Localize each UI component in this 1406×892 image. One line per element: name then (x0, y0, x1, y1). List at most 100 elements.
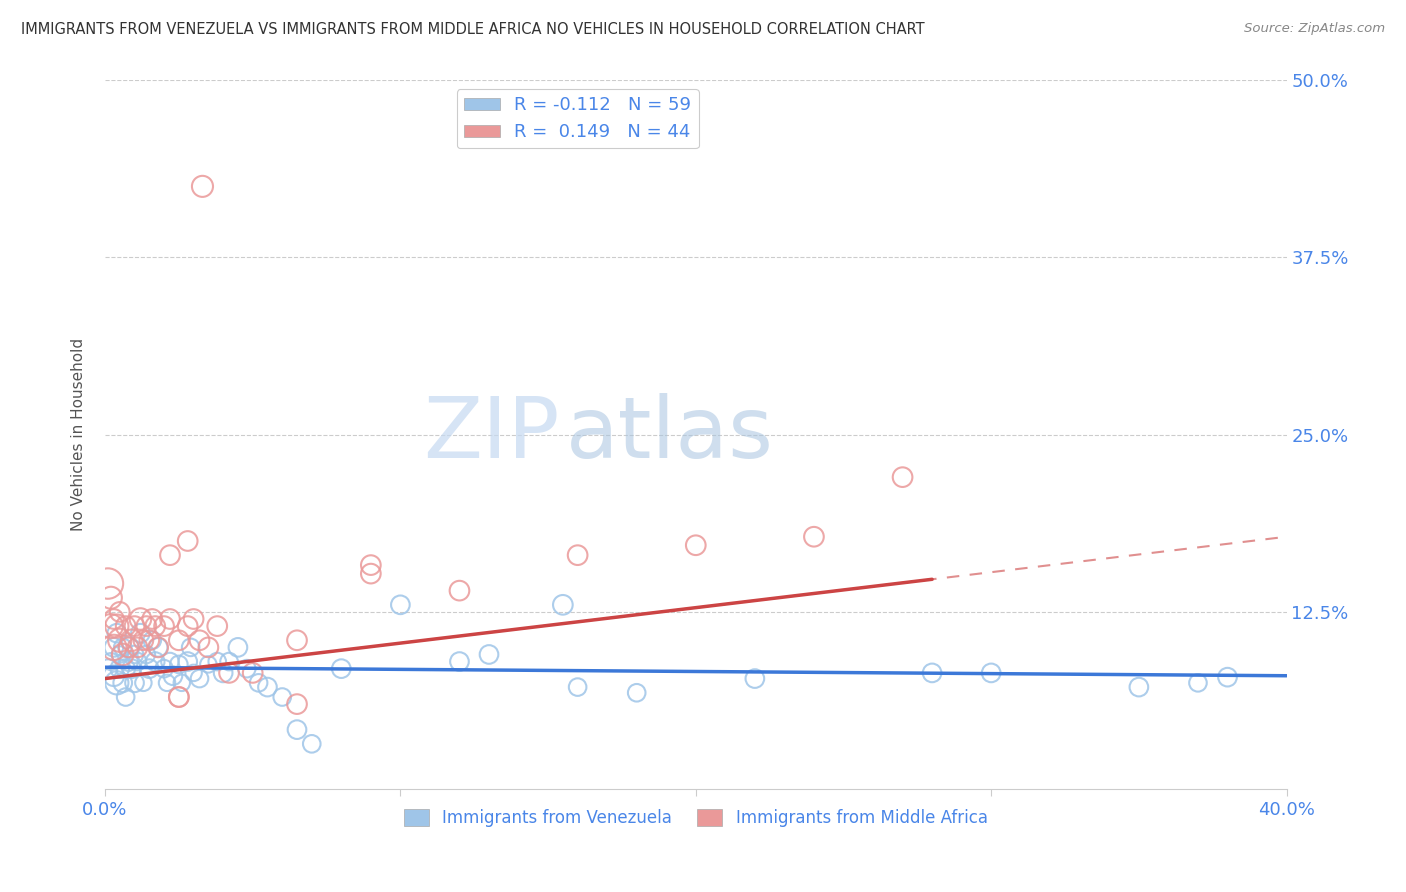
Point (744, 672, 766, 686)
Point (111, 676, 134, 690)
Point (111, 640, 134, 655)
Point (156, 676, 179, 690)
Point (103, 640, 125, 655)
Point (207, 619, 229, 633)
Point (141, 612, 163, 626)
Point (197, 657, 219, 672)
Point (478, 648, 501, 662)
Point (551, 598, 574, 612)
Point (360, 566, 382, 581)
Point (360, 558, 382, 573)
Point (301, 737, 323, 751)
Point (132, 633, 155, 648)
Point (207, 655, 229, 669)
Point (135, 648, 157, 662)
Point (124, 619, 146, 633)
Point (105, 619, 128, 633)
Point (105, 626, 128, 640)
Point (141, 633, 163, 648)
Point (626, 686, 648, 700)
Point (143, 655, 166, 669)
Point (1128, 680, 1150, 694)
Point (921, 665, 943, 680)
Point (247, 676, 270, 690)
Point (191, 179, 214, 194)
Point (108, 605, 131, 619)
Point (108, 633, 131, 648)
Point (167, 633, 190, 648)
Point (212, 665, 235, 680)
Point (183, 665, 205, 680)
Point (146, 640, 169, 655)
Point (170, 676, 193, 690)
Point (197, 640, 219, 655)
Point (180, 640, 202, 655)
Point (980, 665, 1002, 680)
Point (685, 538, 707, 552)
Text: atlas: atlas (565, 393, 773, 476)
Point (567, 548, 589, 562)
Point (1216, 670, 1239, 684)
Point (236, 662, 259, 676)
Point (103, 612, 125, 626)
Y-axis label: No Vehicles in Household: No Vehicles in Household (72, 338, 86, 531)
Point (159, 612, 181, 626)
Point (330, 662, 353, 676)
Point (114, 690, 136, 704)
Point (285, 697, 308, 711)
Point (146, 640, 169, 655)
Point (100, 619, 122, 633)
Point (1187, 676, 1209, 690)
Point (114, 662, 136, 676)
Point (138, 633, 160, 648)
Point (449, 583, 471, 598)
Point (389, 598, 412, 612)
Point (188, 672, 211, 686)
Point (143, 619, 166, 633)
Point (100, 591, 122, 605)
Point (285, 633, 308, 648)
Point (167, 690, 190, 704)
Point (449, 655, 471, 669)
Point (167, 657, 190, 672)
Text: IMMIGRANTS FROM VENEZUELA VS IMMIGRANTS FROM MIDDLE AFRICA NO VEHICLES IN HOUSEH: IMMIGRANTS FROM VENEZUELA VS IMMIGRANTS … (21, 22, 925, 37)
Point (256, 680, 278, 694)
Point (891, 470, 914, 484)
Legend: Immigrants from Venezuela, Immigrants from Middle Africa: Immigrants from Venezuela, Immigrants fr… (398, 803, 994, 834)
Point (183, 612, 205, 626)
Point (129, 626, 152, 640)
Point (159, 548, 181, 562)
Point (242, 665, 264, 680)
Point (218, 655, 240, 669)
Point (167, 690, 190, 704)
Point (218, 665, 240, 680)
Point (121, 662, 143, 676)
Point (188, 633, 211, 648)
Point (159, 655, 181, 669)
Point (226, 640, 249, 655)
Point (271, 690, 294, 704)
Point (153, 619, 176, 633)
Point (132, 676, 155, 690)
Point (114, 619, 136, 633)
Point (127, 655, 149, 669)
Point (117, 640, 139, 655)
Point (100, 655, 122, 669)
Point (121, 633, 143, 648)
Point (108, 648, 131, 662)
Point (177, 619, 200, 633)
Text: ZIP: ZIP (423, 393, 560, 476)
Point (162, 669, 184, 683)
Point (117, 640, 139, 655)
Point (135, 619, 157, 633)
Point (103, 640, 125, 655)
Point (103, 669, 125, 683)
Point (108, 662, 131, 676)
Point (124, 648, 146, 662)
Point (127, 640, 149, 655)
Point (124, 676, 146, 690)
Point (117, 655, 139, 669)
Point (129, 612, 152, 626)
Point (177, 655, 200, 669)
Point (138, 662, 160, 676)
